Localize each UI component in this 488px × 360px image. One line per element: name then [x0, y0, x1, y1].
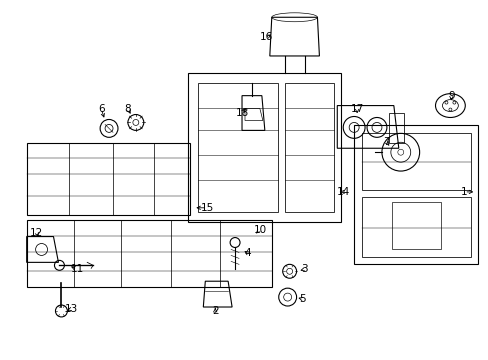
Text: 1: 1: [460, 187, 467, 197]
Text: 9: 9: [447, 91, 454, 101]
Text: 3: 3: [301, 264, 307, 274]
Text: 10: 10: [253, 225, 266, 235]
Text: 14: 14: [336, 187, 349, 197]
Text: 5: 5: [299, 294, 305, 304]
Text: 15: 15: [200, 203, 213, 213]
Text: 17: 17: [350, 104, 363, 113]
Text: 6: 6: [98, 104, 104, 113]
Text: 2: 2: [211, 306, 218, 316]
Text: 8: 8: [124, 104, 131, 113]
Text: 4: 4: [244, 248, 251, 258]
Text: 11: 11: [71, 264, 84, 274]
Text: 16: 16: [260, 32, 273, 42]
Text: 18: 18: [235, 108, 248, 117]
Text: 13: 13: [64, 304, 78, 314]
Text: 7: 7: [383, 137, 389, 147]
Text: 12: 12: [30, 228, 43, 238]
